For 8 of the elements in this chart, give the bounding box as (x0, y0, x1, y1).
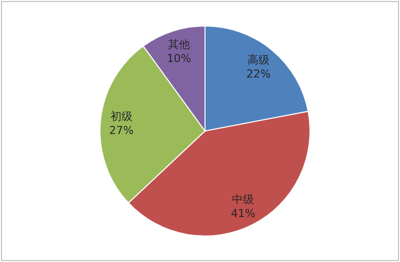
data-label: 27% (109, 124, 134, 138)
slice-label: 中级 (232, 192, 254, 206)
slice-label: 高级 (248, 53, 270, 66)
data-label: 22% (246, 67, 271, 80)
slice-label: 初级 (110, 110, 132, 124)
data-label: 10% (166, 52, 192, 66)
slice-label: 其他 (168, 38, 190, 52)
data-label: 41% (230, 206, 256, 220)
